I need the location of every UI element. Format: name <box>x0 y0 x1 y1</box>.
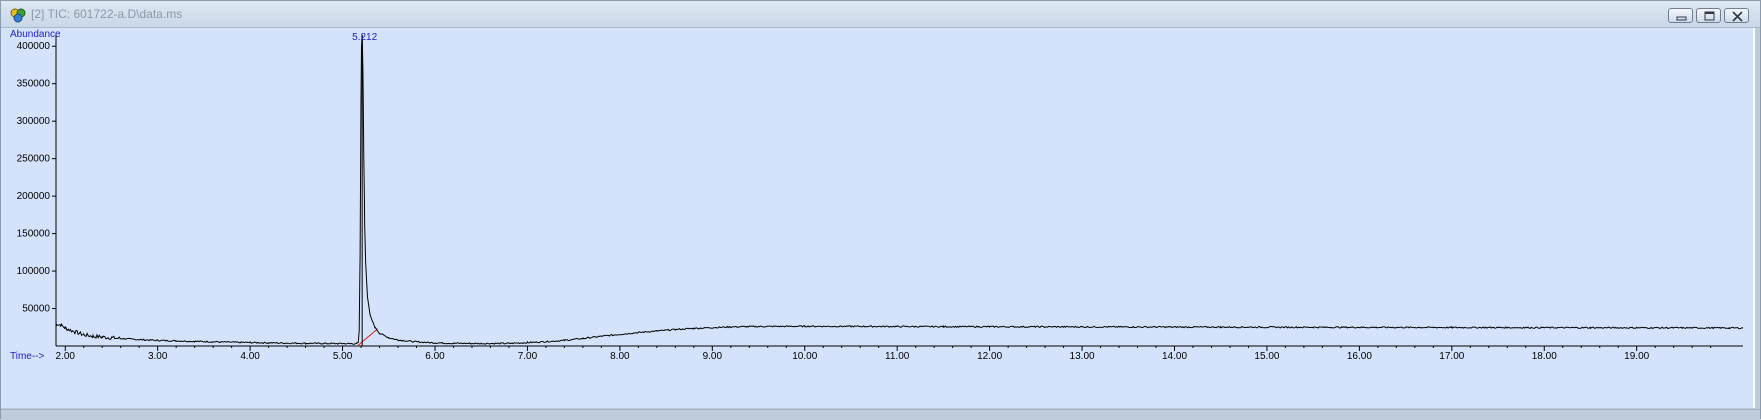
x-tick-label: 5.00 <box>333 351 353 362</box>
x-axis-title: Time--> <box>10 351 45 362</box>
x-tick-label: 9.00 <box>703 351 723 362</box>
x-minor-ticks <box>83 346 1712 348</box>
y-axis-title: Abundance <box>10 29 61 40</box>
y-axis-ticks: 50000 100000 150000 200000 250000 300000 35000… <box>17 41 56 315</box>
title-bar[interactable]: [2] TIC: 601722-a.D\data.ms <box>1 1 1760 28</box>
tic-trace <box>55 34 1744 346</box>
close-button[interactable] <box>1724 8 1749 23</box>
restore-button[interactable] <box>1696 8 1721 23</box>
x-tick-label: 14.00 <box>1162 351 1187 362</box>
chemstation-data-icon <box>10 8 26 23</box>
chart-axes <box>55 35 1743 347</box>
minimize-icon <box>1676 16 1687 21</box>
window-title: [2] TIC: 601722-a.D\data.ms <box>31 7 183 21</box>
integration-baseline <box>357 328 379 347</box>
x-tick-label: 11.00 <box>885 351 910 362</box>
x-tick-label: 7.00 <box>518 351 538 362</box>
chromatogram-panel[interactable]: 50000 100000 150000 200000 250000 300000 35000… <box>1 28 1755 408</box>
x-tick-label: 4.00 <box>240 351 260 362</box>
y-tick-label: 50000 <box>22 304 50 315</box>
x-tick-label: 2.00 <box>56 351 76 362</box>
x-axis-ticks: 2.00 3.00 4.00 5.00 6.00 7.00 8.00 9.00 10.00 11.… <box>56 346 1650 362</box>
y-tick-label: 250000 <box>17 154 51 165</box>
x-tick-label: 18.00 <box>1532 351 1557 362</box>
y-tick-label: 400000 <box>17 41 51 52</box>
minimize-button[interactable] <box>1668 8 1693 23</box>
y-tick-label: 100000 <box>17 266 51 277</box>
status-strip <box>1 409 1760 420</box>
x-tick-label: 15.00 <box>1254 351 1279 362</box>
x-tick-label: 3.00 <box>148 351 168 362</box>
x-tick-label: 10.00 <box>792 351 817 362</box>
x-tick-label: 13.00 <box>1070 351 1095 362</box>
x-tick-label: 19.00 <box>1624 351 1649 362</box>
peak-label: 5.212 <box>352 32 377 43</box>
restore-icon <box>1704 11 1715 21</box>
x-tick-label: 6.00 <box>425 351 445 362</box>
y-tick-label: 300000 <box>17 116 51 127</box>
tic-chromatogram: 50000 100000 150000 200000 250000 300000 35000… <box>10 29 1744 362</box>
x-tick-label: 17.00 <box>1439 351 1464 362</box>
close-icon <box>1732 11 1743 22</box>
x-tick-label: 12.00 <box>977 351 1002 362</box>
x-tick-label: 8.00 <box>610 351 630 362</box>
y-tick-label: 200000 <box>17 191 51 202</box>
y-tick-label: 150000 <box>17 229 51 240</box>
x-tick-label: 16.00 <box>1347 351 1372 362</box>
y-tick-label: 350000 <box>17 79 51 90</box>
